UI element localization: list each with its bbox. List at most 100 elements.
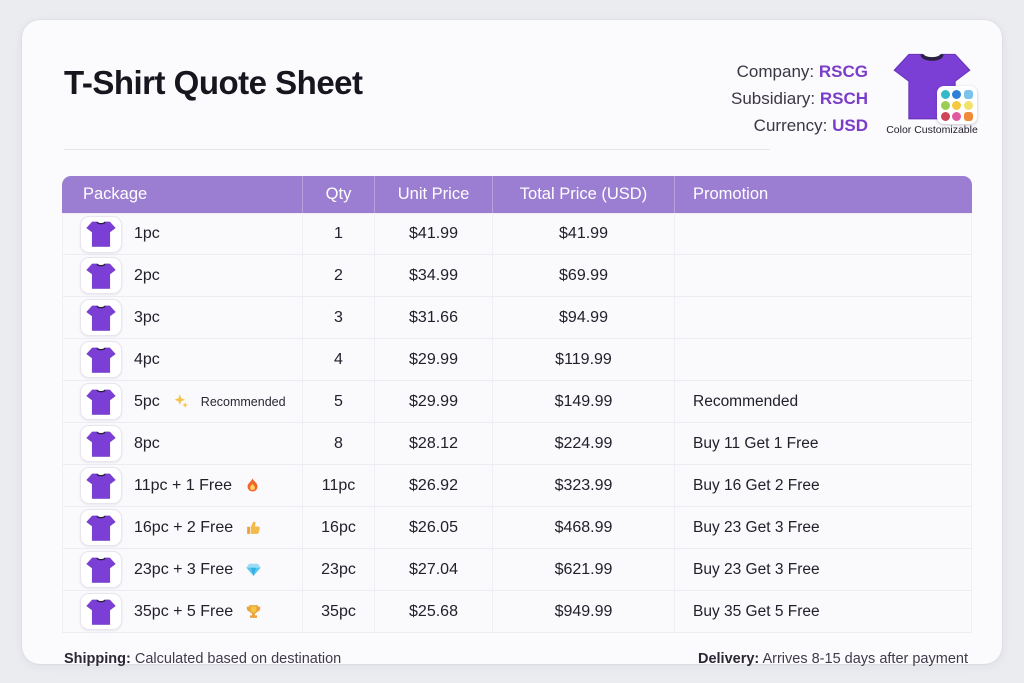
qty-cell: 5 xyxy=(303,381,375,423)
currency-label: Currency: xyxy=(753,116,828,135)
palette-color-dot xyxy=(952,101,962,110)
package-inner: 11pc + 1 Free xyxy=(80,467,302,504)
shipping-note: Shipping: Calculated based on destinatio… xyxy=(64,651,341,667)
package-inner: 35pc + 5 Free xyxy=(80,593,302,630)
qty-cell: 11pc xyxy=(303,465,375,507)
page-title: T-Shirt Quote Sheet xyxy=(64,64,363,101)
package-cell: 3pc xyxy=(62,297,303,339)
total-price-cell: $468.99 xyxy=(493,507,675,549)
quote-sheet-card: T-Shirt Quote Sheet Company: RSCG Subsid… xyxy=(22,20,1002,667)
promotion-cell xyxy=(675,255,972,297)
package-label: 11pc + 1 Free xyxy=(134,476,232,494)
tshirt-icon xyxy=(80,215,122,253)
unit-price-cell: $29.99 xyxy=(375,339,493,381)
qty-cell: 8 xyxy=(303,423,375,465)
package-cell: 4pc xyxy=(62,339,303,381)
total-price-cell: $94.99 xyxy=(493,297,675,339)
product-caption: Color Customizable xyxy=(886,124,978,136)
qty-cell: 4 xyxy=(303,339,375,381)
qty-cell: 16pc xyxy=(303,507,375,549)
table-row: 1pc 1 $41.99 $41.99 xyxy=(62,213,972,255)
gem-icon xyxy=(245,561,262,578)
subsidiary-line: Subsidiary: RSCH xyxy=(731,85,868,112)
promotion-cell: Buy 16 Get 2 Free xyxy=(675,465,972,507)
table-row: 3pc 3 $31.66 $94.99 xyxy=(62,297,972,339)
column-header-total-price-usd: Total Price (USD) xyxy=(493,176,675,213)
shipping-text: Calculated based on destination xyxy=(130,651,342,667)
package-label: 2pc xyxy=(134,266,160,284)
package-label: 3pc xyxy=(134,308,160,326)
unit-price-cell: $34.99 xyxy=(375,255,493,297)
tshirt-icon xyxy=(80,551,122,588)
package-cell: 8pc xyxy=(62,423,303,465)
tshirt-icon xyxy=(80,383,122,420)
package-inner: 5pc Recommended xyxy=(80,383,302,420)
palette-color-dot xyxy=(952,112,962,121)
package-inner: 4pc xyxy=(80,341,302,378)
package-inner: 8pc xyxy=(80,425,302,462)
table-row: 35pc + 5 Free 35pc $25.68 $949.99 Buy 35 Get… xyxy=(62,591,972,633)
delivery-text: Arrives 8-15 days after payment xyxy=(759,651,968,667)
delivery-label: Delivery: xyxy=(697,651,760,667)
unit-price-cell: $27.04 xyxy=(375,549,493,591)
quote-table-header: Package Qty Unit Price Total Price (USD) Pro… xyxy=(62,176,972,213)
qty-cell: 2 xyxy=(303,255,375,297)
company-info: Company: RSCG Subsidiary: RSCH Currency:… xyxy=(731,50,868,139)
thumbs-up-icon xyxy=(245,519,262,536)
qty-cell: 1 xyxy=(303,213,375,255)
quote-table: Package Qty Unit Price Total Price (USD) Pro… xyxy=(62,176,972,633)
package-cell: 16pc + 2 Free xyxy=(62,507,303,549)
qty-cell: 3 xyxy=(303,297,375,339)
header-divider xyxy=(64,149,770,150)
company-value: RSCG xyxy=(818,62,868,81)
package-cell: 11pc + 1 Free xyxy=(62,465,303,507)
package-label: 35pc + 5 Free xyxy=(134,602,234,620)
table-row: 16pc + 2 Free 16pc $26.05 $468.99 Buy 23 Get… xyxy=(62,507,972,549)
tshirt-icon xyxy=(80,425,122,462)
column-header-unit-price: Unit Price xyxy=(375,176,493,213)
table-row: 23pc + 3 Free 23pc $27.04 $621.99 Buy 23 Get… xyxy=(62,549,972,591)
palette-color-dot xyxy=(941,90,950,99)
unit-price-cell: $41.99 xyxy=(375,213,493,255)
package-inner: 2pc xyxy=(80,257,302,294)
package-cell: 1pc xyxy=(62,213,303,255)
promotion-cell: Buy 35 Get 5 Free xyxy=(675,591,972,633)
palette-color-dot xyxy=(963,101,973,110)
tshirt-icon xyxy=(80,341,122,378)
package-inner: 3pc xyxy=(80,299,302,336)
unit-price-cell: $31.66 xyxy=(375,297,493,339)
total-price-cell: $69.99 xyxy=(493,255,675,297)
promotion-cell: Recommended xyxy=(675,381,972,423)
package-label: 16pc + 2 Free xyxy=(134,518,234,536)
palette-color-dot xyxy=(952,90,962,99)
tshirt-icon xyxy=(80,257,122,294)
table-row: 2pc 2 $34.99 $69.99 xyxy=(62,255,972,297)
package-label: 8pc xyxy=(134,434,160,452)
subsidiary-value: RSCH xyxy=(819,89,868,108)
promotion-cell: Buy 11 Get 1 Free xyxy=(675,423,972,465)
package-cell: 2pc xyxy=(62,255,303,297)
tshirt-icon xyxy=(80,593,122,630)
currency-line: Currency: USD xyxy=(731,112,868,139)
package-cell: 23pc + 3 Free xyxy=(62,549,303,591)
package-label: 23pc + 3 Free xyxy=(134,560,234,578)
total-price-cell: $119.99 xyxy=(493,339,675,381)
unit-price-cell: $26.92 xyxy=(375,465,493,507)
subsidiary-label: Subsidiary: xyxy=(730,89,816,108)
qty-cell: 35pc xyxy=(303,591,375,633)
palette-color-dot xyxy=(963,112,973,121)
palette-color-dot xyxy=(963,90,973,99)
package-label: 1pc xyxy=(134,225,160,242)
tshirt-icon xyxy=(80,467,122,504)
total-price-cell: $323.99 xyxy=(493,465,675,507)
color-palette-icon xyxy=(937,86,977,124)
table-row: 8pc 8 $28.12 $224.99 Buy 11 Get 1 Free xyxy=(62,423,972,465)
currency-value: USD xyxy=(832,116,868,135)
column-header-promotion: Promotion xyxy=(675,176,972,213)
header-right: Company: RSCG Subsidiary: RSCH Currency:… xyxy=(731,50,978,139)
sheet-header: T-Shirt Quote Sheet Company: RSCG Subsid… xyxy=(22,20,1002,139)
palette-color-dot xyxy=(941,101,950,110)
promotion-cell: Buy 23 Get 3 Free xyxy=(675,549,972,591)
package-inner: 1pc xyxy=(80,215,302,253)
package-label: 5pc xyxy=(134,392,160,410)
